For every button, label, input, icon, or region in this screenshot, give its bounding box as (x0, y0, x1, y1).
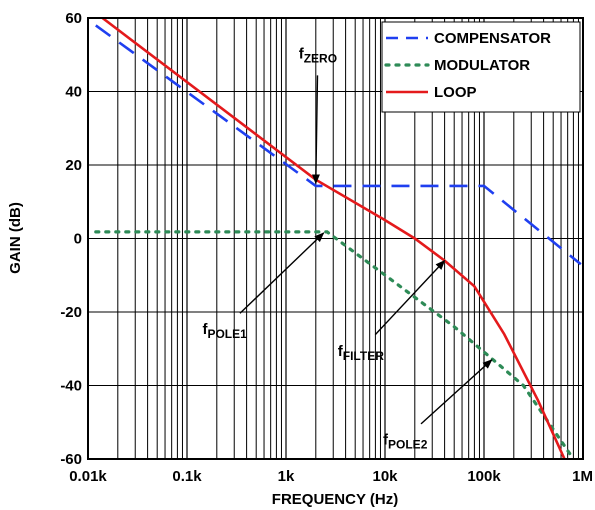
legend-label-modulator: MODULATOR (434, 57, 530, 74)
x-tick-label: 0.01k (69, 468, 107, 485)
annotations: fZERO fPOLE1 fFILTER fPOLE2 (202, 45, 493, 451)
legend: COMPENSATOR MODULATOR LOOP (381, 21, 581, 113)
y-tick-label: -60 (60, 451, 82, 468)
annotation-label: fFILTER (338, 343, 384, 363)
legend-label-compensator: COMPENSATOR (434, 30, 551, 47)
annotation-arrow (311, 75, 320, 185)
x-tick-label: 1M (572, 468, 593, 485)
tick-labels: 0.01k 0.1k 1k 10k 100k 1M 60 40 20 0 -20 -40 -60 (60, 10, 593, 485)
y-tick-label: 0 (74, 231, 82, 248)
annotation-label: fPOLE1 (202, 321, 247, 341)
y-tick-label: 40 (65, 84, 82, 101)
x-axis-label: FREQUENCY (Hz) (272, 491, 398, 508)
y-tick-label: 60 (65, 10, 82, 27)
legend-label-loop: LOOP (434, 84, 477, 101)
annotation-f-pole2: fPOLE2 (383, 359, 493, 451)
y-tick-label: -20 (60, 304, 82, 321)
series-line-modulator (94, 230, 576, 459)
x-tick-label: 10k (372, 468, 398, 485)
x-tick-label: 100k (467, 468, 501, 485)
annotation-arrow (374, 259, 446, 336)
y-axis-label: GAIN (dB) (7, 202, 24, 274)
annotation-arrow (239, 232, 325, 314)
x-tick-label: 1k (278, 468, 295, 485)
series-line-compensator (95, 24, 582, 266)
annotation-f-filter: fFILTER (338, 259, 446, 363)
annotation-f-pole1: fPOLE1 (202, 232, 325, 341)
annotation-label: fZERO (299, 45, 337, 65)
annotation-label: fPOLE2 (383, 431, 428, 451)
y-tick-label: -40 (60, 378, 82, 395)
annotation-f-zero: fZERO (299, 45, 337, 185)
x-tick-label: 0.1k (172, 468, 202, 485)
plot-frame (87, 17, 584, 460)
y-tick-label: 20 (65, 157, 82, 174)
annotation-arrow (420, 359, 493, 425)
